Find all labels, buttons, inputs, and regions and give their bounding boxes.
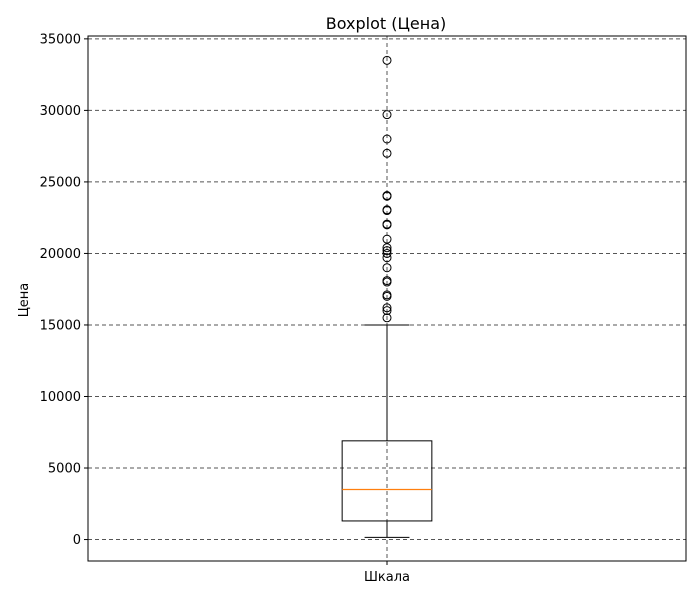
- y-axis-label: Цена: [17, 283, 32, 318]
- y-tick-label: 15000: [40, 318, 81, 333]
- outlier-point: [382, 263, 392, 273]
- y-tick-label: 5000: [48, 462, 81, 477]
- outlier-point: [382, 253, 392, 263]
- outlier-point: [382, 313, 392, 323]
- outlier-point: [382, 148, 392, 158]
- box-layer: [341, 324, 433, 538]
- outlier-point: [382, 303, 392, 313]
- y-tick-label: 30000: [40, 104, 81, 119]
- outlier-point: [382, 134, 392, 144]
- grid-layer: [88, 36, 686, 561]
- outlier-layer: [382, 55, 392, 323]
- outlier-point: [382, 243, 392, 253]
- outlier-point: [382, 248, 392, 258]
- iqr-box: [341, 440, 433, 522]
- outlier-point: [382, 110, 392, 120]
- outlier-point: [382, 246, 392, 256]
- y-tick-label: 0: [73, 533, 81, 548]
- outlier-point: [382, 290, 392, 300]
- x-ticks: Шкала: [364, 561, 410, 585]
- y-tick-label: 25000: [40, 175, 81, 190]
- outlier-point: [382, 55, 392, 65]
- outlier-point: [382, 306, 392, 316]
- outlier-point: [382, 276, 392, 286]
- y-tick-label: 20000: [40, 247, 81, 262]
- outlier-point: [382, 234, 392, 244]
- x-tick-label: Шкала: [364, 570, 410, 585]
- outlier-point: [382, 219, 392, 229]
- y-tick-label: 35000: [40, 32, 81, 47]
- y-ticks: 0 5000 10000 15000 20000 25000 30000 35000: [40, 32, 88, 548]
- outlier-point: [382, 191, 392, 201]
- plot-frame: [87, 35, 687, 562]
- chart-title: Boxplot (Цена): [326, 14, 447, 33]
- outlier-point: [382, 205, 392, 215]
- y-tick-label: 10000: [40, 390, 81, 405]
